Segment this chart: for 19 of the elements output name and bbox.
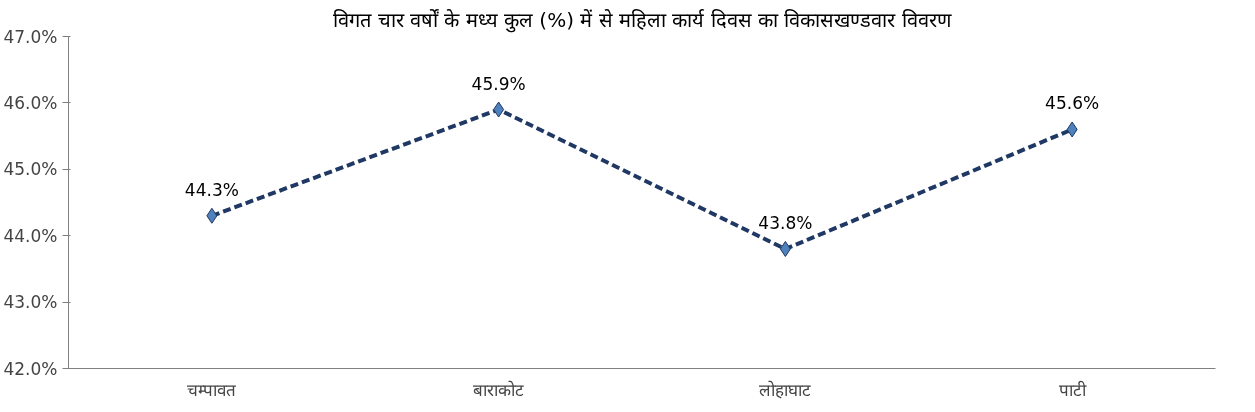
point [1066, 121, 1078, 138]
y-tick-label: 43.0% [3, 292, 58, 313]
data-label: 45.9% [471, 73, 526, 94]
point [779, 240, 791, 257]
x-tick-label: लोहाघाट [759, 379, 812, 400]
y-tick-label: 44.0% [3, 225, 58, 246]
point [206, 207, 218, 224]
x-tick-label: पाटी [1058, 379, 1087, 400]
data-label: 45.6% [1045, 93, 1100, 114]
y-tick-label: 45.0% [3, 159, 58, 180]
y-tick-label: 42.0% [3, 358, 58, 379]
x-tick-label: बाराकोट [473, 379, 525, 400]
data-label: 43.8% [758, 212, 813, 233]
data-label: 44.3% [184, 179, 239, 200]
chart-title: विगत चार वर्षों के मध्य कुल (%) में से महिला कार्य दिवस का विकासखण्डवार विवरण [333, 7, 952, 33]
x-tick-label: चम्पावत [187, 379, 237, 400]
y-tick-label: 47.0% [3, 26, 58, 47]
y-tick-label: 46.0% [3, 92, 58, 113]
point [493, 101, 505, 118]
